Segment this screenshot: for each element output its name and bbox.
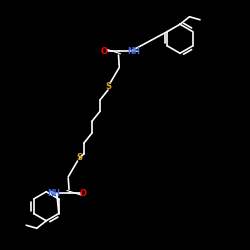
Text: NH: NH <box>127 47 140 56</box>
Text: O: O <box>101 47 108 56</box>
Text: S: S <box>105 82 111 91</box>
Text: O: O <box>80 188 86 198</box>
Text: NH: NH <box>47 188 60 198</box>
Text: S: S <box>76 154 82 162</box>
